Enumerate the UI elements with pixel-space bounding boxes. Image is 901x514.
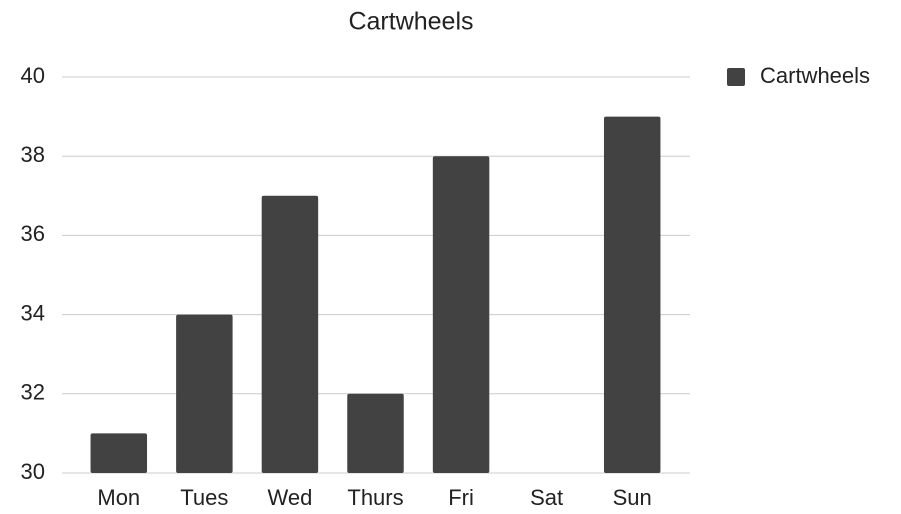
y-tick-label: 32 bbox=[21, 380, 45, 405]
bar bbox=[176, 314, 233, 473]
y-tick-label: 30 bbox=[21, 459, 45, 484]
x-tick-label: Wed bbox=[268, 485, 313, 510]
bar bbox=[261, 195, 319, 474]
y-tick-label: 34 bbox=[21, 300, 45, 325]
x-tick-label: Sat bbox=[530, 485, 563, 510]
x-tick-label: Thurs bbox=[347, 485, 403, 510]
bar bbox=[603, 116, 661, 473]
bar bbox=[90, 433, 148, 473]
x-tick-label: Mon bbox=[97, 485, 140, 510]
chart-title: Cartwheels bbox=[348, 8, 473, 36]
x-tick-label: Tues bbox=[180, 485, 228, 510]
legend-label: Cartwheels bbox=[760, 63, 870, 88]
y-tick-label: 38 bbox=[21, 142, 45, 167]
x-tick-label: Sun bbox=[613, 485, 652, 510]
x-tick-label: Fri bbox=[448, 485, 474, 510]
bar bbox=[432, 156, 490, 473]
y-tick-label: 40 bbox=[21, 63, 45, 88]
y-tick-label: 36 bbox=[21, 221, 45, 246]
bar bbox=[347, 393, 404, 473]
legend-swatch bbox=[727, 68, 745, 86]
